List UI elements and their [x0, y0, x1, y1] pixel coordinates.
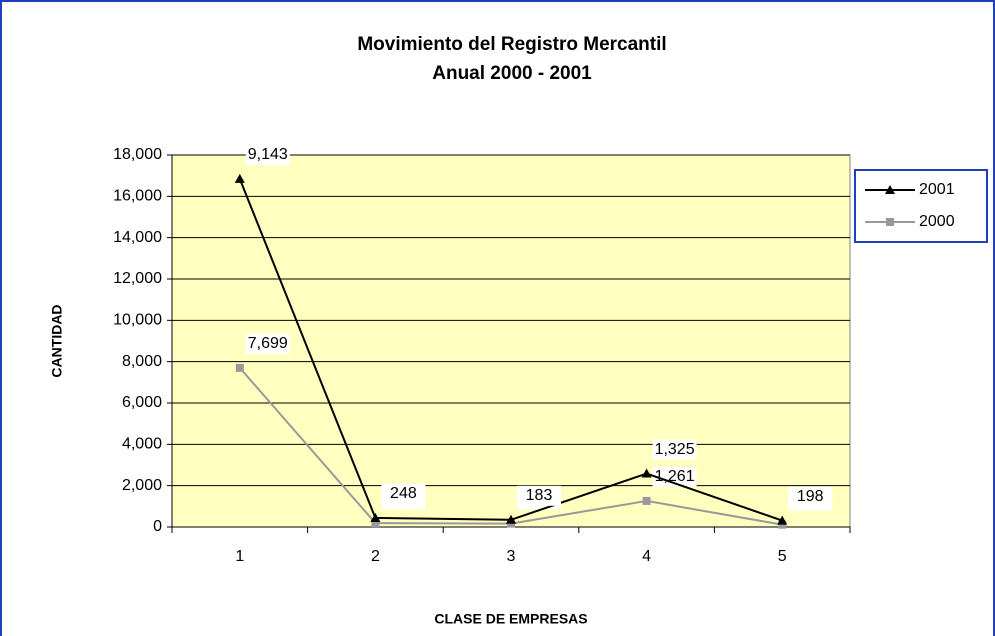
data-label: 7,699 [248, 335, 288, 352]
y-tick-label: 14,000 [113, 229, 162, 246]
y-tick-label: 12,000 [113, 270, 162, 287]
data-label-bg [652, 439, 697, 460]
chart-title: Movimiento del Registro Mercantil [357, 34, 666, 55]
marker [370, 512, 381, 522]
legend-box [854, 169, 988, 243]
marker [371, 519, 380, 528]
marker [777, 515, 788, 525]
marker [234, 173, 245, 183]
marker [235, 363, 244, 372]
marker [886, 218, 894, 226]
data-label: 9,143 [248, 146, 288, 163]
y-tick-label: 10,000 [113, 312, 162, 329]
x-tick-label: 3 [507, 548, 516, 565]
marker [506, 514, 516, 524]
data-label: 1,261 [655, 468, 695, 485]
marker [641, 468, 652, 478]
y-tick-label: 18,000 [113, 146, 162, 163]
marker [642, 496, 651, 505]
legend-label: 2000 [919, 213, 955, 230]
y-axis-title: CANTIDAD [49, 304, 65, 377]
x-tick-label: 1 [235, 548, 244, 565]
y-tick-label: 6,000 [122, 394, 162, 411]
x-axis-title: CLASE DE EMPRESAS [434, 611, 587, 627]
data-label-bg [245, 333, 290, 354]
data-label-bg [517, 485, 561, 506]
data-label-bg [652, 466, 697, 487]
data-label: 248 [390, 485, 417, 502]
y-tick-label: 4,000 [122, 436, 162, 453]
data-label: 1,325 [655, 441, 695, 458]
y-tick-label: 8,000 [122, 353, 162, 370]
x-tick-label: 5 [778, 548, 787, 565]
marker [885, 185, 895, 194]
y-tick-label: 2,000 [122, 477, 162, 494]
data-label: 183 [526, 487, 553, 504]
chart-subtitle: Anual 2000 - 2001 [432, 63, 592, 84]
x-tick-label: 4 [642, 548, 651, 565]
y-tick-label: 0 [153, 518, 162, 535]
data-label-bg [788, 486, 833, 507]
legend-label: 2001 [919, 181, 955, 198]
data-label-bg [245, 144, 290, 165]
data-label: 198 [797, 488, 824, 505]
x-tick-label: 2 [371, 548, 380, 565]
data-label-bg [381, 483, 426, 504]
marker [778, 520, 787, 529]
y-tick-label: 16,000 [113, 188, 162, 205]
